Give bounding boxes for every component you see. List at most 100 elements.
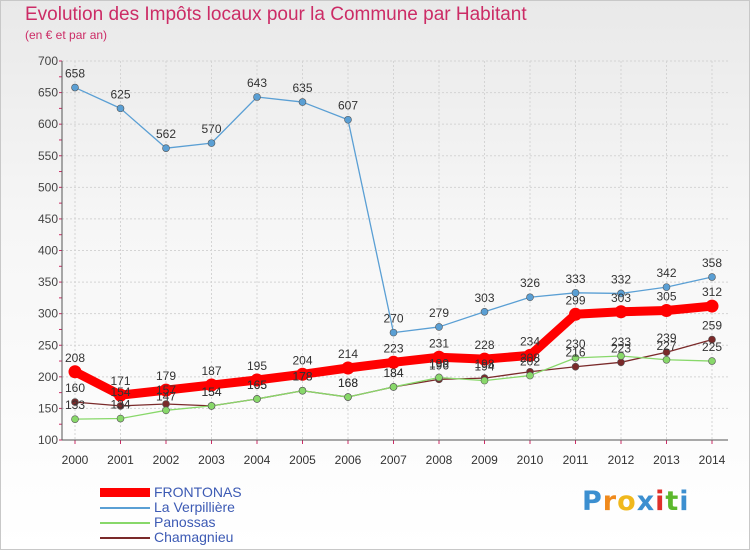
y-tick-label: 700 bbox=[38, 54, 58, 68]
legend-label: Chamagnieu bbox=[154, 529, 234, 545]
data-label-panossas: 168 bbox=[338, 376, 358, 390]
data-point-chamagnieu bbox=[662, 348, 671, 356]
data-point-la-verpilli-re bbox=[71, 83, 79, 92]
data-point-la-verpilli-re bbox=[571, 289, 580, 297]
data-point-panossas bbox=[162, 406, 170, 415]
chart-title: Evolution des Impôts locaux pour la Comm… bbox=[25, 4, 527, 25]
x-tick-label: 2009 bbox=[471, 453, 498, 467]
legend: FRONTONAS La Verpillière Panossas Chamag… bbox=[100, 485, 242, 545]
data-point-la-verpilli-re bbox=[617, 289, 625, 298]
data-label-frontonas: 231 bbox=[429, 336, 449, 350]
data-label-panossas: 165 bbox=[247, 378, 267, 392]
x-tick-label: 2010 bbox=[517, 453, 544, 467]
data-label-frontonas: 312 bbox=[702, 285, 722, 299]
data-point-la-verpilli-re bbox=[435, 323, 443, 331]
data-label-la-verpilli-re: 607 bbox=[338, 99, 358, 113]
data-point-chamagnieu bbox=[617, 358, 625, 367]
y-tick-label: 300 bbox=[38, 307, 58, 321]
data-point-panossas bbox=[298, 386, 307, 395]
legend-swatch bbox=[100, 536, 150, 539]
data-point-panossas bbox=[617, 352, 625, 360]
data-label-panossas: 230 bbox=[565, 337, 585, 351]
data-point-frontonas bbox=[569, 307, 582, 321]
data-label-la-verpilli-re: 342 bbox=[656, 266, 676, 280]
data-point-frontonas bbox=[250, 373, 264, 387]
data-label-chamagnieu: 178 bbox=[292, 370, 312, 384]
data-label-chamagnieu: 216 bbox=[565, 346, 585, 360]
data-point-la-verpilli-re bbox=[298, 98, 307, 106]
y-tick-label: 500 bbox=[38, 180, 58, 194]
data-label-panossas: 133 bbox=[65, 398, 85, 412]
data-point-frontonas bbox=[478, 352, 491, 366]
data-label-frontonas: 305 bbox=[656, 290, 676, 304]
data-point-chamagnieu bbox=[71, 398, 79, 406]
data-point-la-verpilli-re bbox=[253, 93, 261, 101]
data-label-panossas: 199 bbox=[429, 356, 449, 370]
proxiti-logo: Proxiti bbox=[582, 486, 690, 517]
data-point-panossas bbox=[480, 376, 489, 385]
data-point-panossas bbox=[71, 415, 79, 423]
data-point-frontonas bbox=[114, 388, 127, 402]
x-tick-label: 2004 bbox=[244, 453, 271, 467]
data-label-chamagnieu: 154 bbox=[201, 385, 221, 399]
data-label-chamagnieu: 157 bbox=[156, 383, 176, 397]
legend-swatch bbox=[100, 521, 150, 524]
data-point-la-verpilli-re bbox=[480, 307, 489, 316]
data-label-la-verpilli-re: 570 bbox=[201, 122, 221, 136]
y-tick-label: 200 bbox=[38, 370, 58, 384]
data-point-la-verpilli-re bbox=[207, 139, 216, 147]
data-label-frontonas: 299 bbox=[565, 293, 585, 307]
data-label-chamagnieu: 223 bbox=[611, 341, 631, 355]
data-point-panossas bbox=[526, 371, 534, 380]
y-tick-label: 650 bbox=[38, 86, 58, 100]
data-point-la-verpilli-re bbox=[116, 104, 125, 113]
data-point-frontonas bbox=[296, 367, 309, 381]
legend-label: FRONTONAS bbox=[154, 484, 242, 500]
data-label-frontonas: 228 bbox=[474, 338, 494, 352]
y-tick-label: 400 bbox=[38, 244, 58, 258]
legend-item-la-verpilliere[interactable]: La Verpillière bbox=[100, 500, 242, 515]
data-point-panossas bbox=[253, 395, 261, 403]
data-label-frontonas: 171 bbox=[110, 374, 130, 388]
data-label-chamagnieu: 184 bbox=[383, 366, 403, 380]
data-point-la-verpilli-re bbox=[526, 293, 534, 302]
x-tick-label: 2003 bbox=[198, 453, 225, 467]
data-label-chamagnieu: 165 bbox=[247, 378, 267, 392]
data-label-la-verpilli-re: 625 bbox=[110, 87, 130, 101]
x-tick-label: 2008 bbox=[426, 453, 453, 467]
data-point-la-verpilli-re bbox=[389, 328, 398, 337]
x-tick-label: 2001 bbox=[107, 453, 134, 467]
data-label-panossas: 194 bbox=[474, 360, 494, 374]
data-point-frontonas bbox=[660, 304, 673, 318]
data-point-panossas bbox=[435, 373, 443, 382]
data-label-frontonas: 187 bbox=[201, 364, 221, 378]
data-label-frontonas: 234 bbox=[520, 334, 540, 348]
x-tick-label: 2005 bbox=[289, 453, 316, 467]
data-point-la-verpilli-re bbox=[662, 283, 671, 291]
data-label-panossas: 134 bbox=[110, 398, 130, 412]
data-point-frontonas bbox=[68, 365, 82, 379]
legend-item-frontonas[interactable]: FRONTONAS bbox=[100, 485, 242, 500]
data-point-panossas bbox=[207, 402, 216, 410]
x-tick-label: 2002 bbox=[153, 453, 180, 467]
data-point-chamagnieu bbox=[571, 362, 580, 371]
legend-label: Panossas bbox=[154, 514, 216, 530]
x-tick-label: 2014 bbox=[699, 453, 726, 467]
data-label-panossas: 147 bbox=[156, 389, 176, 403]
y-tick-label: 150 bbox=[38, 401, 58, 415]
x-tick-label: 2012 bbox=[608, 453, 635, 467]
data-label-la-verpilli-re: 358 bbox=[702, 256, 722, 270]
data-label-panossas: 154 bbox=[201, 385, 221, 399]
data-label-chamagnieu: 208 bbox=[520, 351, 540, 365]
data-label-la-verpilli-re: 658 bbox=[65, 67, 85, 81]
legend-item-chamagnieu[interactable]: Chamagnieu bbox=[100, 530, 242, 545]
y-tick-label: 600 bbox=[38, 117, 58, 131]
legend-item-panossas[interactable]: Panossas bbox=[100, 515, 242, 530]
data-point-la-verpilli-re bbox=[344, 115, 352, 124]
data-label-chamagnieu: 154 bbox=[110, 385, 130, 399]
data-label-chamagnieu: 160 bbox=[65, 381, 85, 395]
legend-swatch bbox=[100, 488, 150, 497]
x-tick-label: 2013 bbox=[653, 453, 680, 467]
data-point-frontonas bbox=[614, 305, 628, 319]
